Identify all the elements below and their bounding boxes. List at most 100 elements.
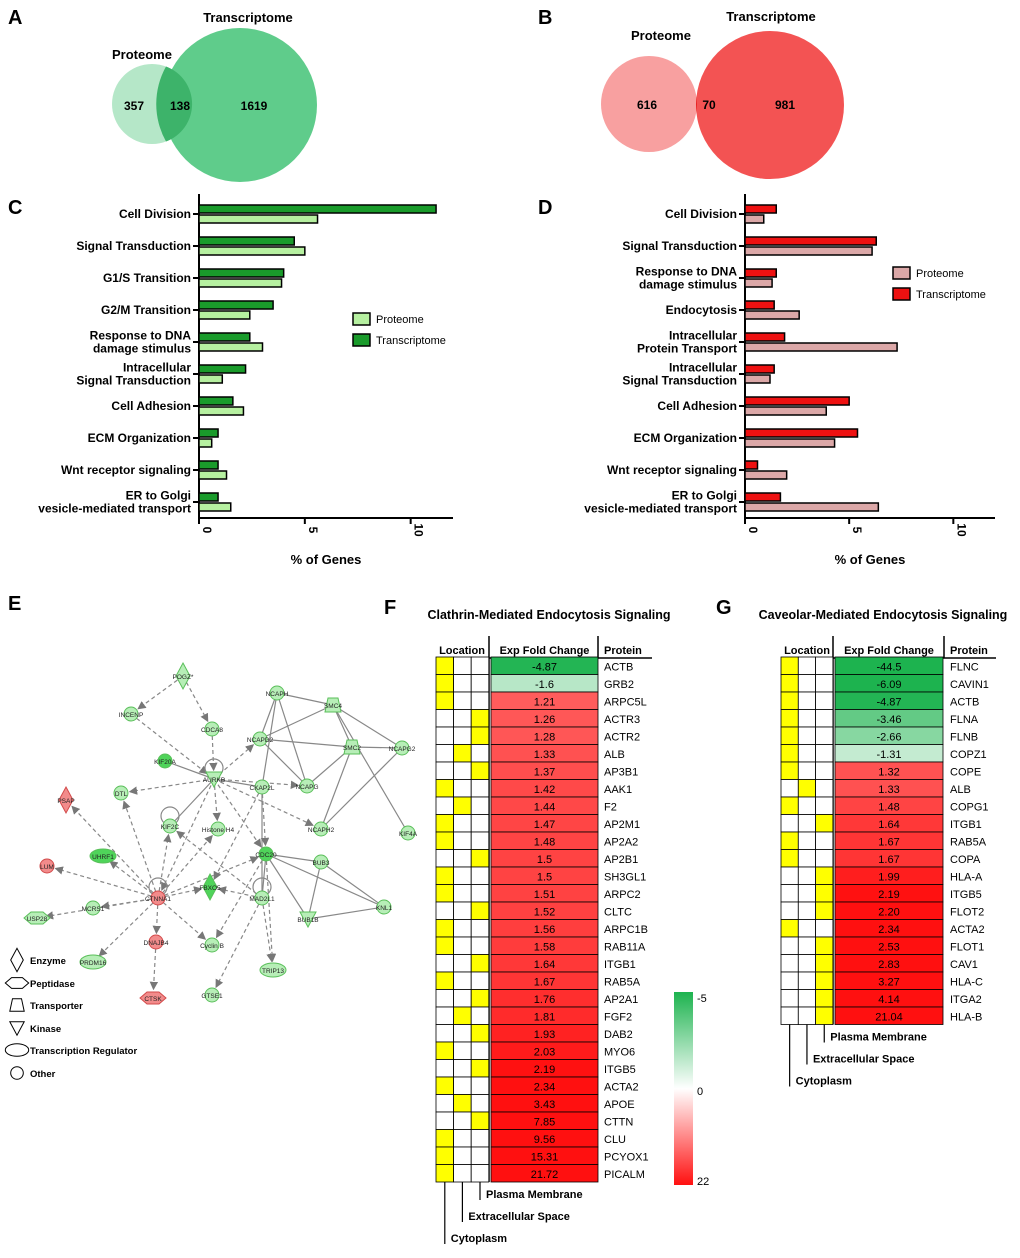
fold-value: 2.20 <box>878 907 899 919</box>
bar-transcriptome <box>198 236 295 246</box>
location-cell <box>435 849 455 868</box>
location-cell <box>470 709 490 728</box>
location-cell <box>453 884 472 903</box>
legend-label: Proteome <box>916 268 964 280</box>
location-cell <box>797 814 816 833</box>
protein-name: FGF2 <box>604 1012 632 1024</box>
protein-name: CAV1 <box>950 959 978 971</box>
network-edge-dashed <box>130 713 208 775</box>
legend-shape-enzyme <box>10 947 24 973</box>
location-cell <box>797 691 816 710</box>
panel-f: F Clathrin-Mediated Endocytosis Signalin… <box>384 597 709 1245</box>
location-cell <box>435 901 455 920</box>
location-cell <box>453 761 472 780</box>
location-cell <box>453 814 472 833</box>
header-fold-change: Exp Fold Change <box>500 645 590 657</box>
category-label: Signal Transduction <box>622 374 737 388</box>
network-node-label: NCAPH2 <box>308 827 335 834</box>
location-cell <box>453 1041 472 1060</box>
category-label: ER to Golgi <box>126 489 191 503</box>
bar-transcriptome <box>744 428 859 438</box>
network-edge <box>307 861 322 920</box>
location-cell <box>815 936 834 955</box>
location-cell <box>470 1006 490 1025</box>
network-node-label: BUB1B <box>297 917 318 924</box>
location-cell <box>453 919 472 938</box>
protein-name: SH3GL1 <box>604 872 646 884</box>
protein-name: AP2A1 <box>604 994 638 1006</box>
panel-letter-a: A <box>8 7 22 29</box>
protein-name: ACTA2 <box>950 924 985 936</box>
heatmap-g: Caveolar-Mediated Endocytosis Signaling L… <box>759 608 1008 1088</box>
location-cell <box>470 1094 490 1113</box>
fold-value: 1.5 <box>537 872 552 884</box>
location-cell <box>435 1041 455 1060</box>
protein-name: AAK1 <box>604 784 632 796</box>
bar-proteome <box>198 246 306 256</box>
fold-value: 1.21 <box>534 697 555 709</box>
location-cell <box>797 674 816 693</box>
bar-proteome <box>198 406 245 416</box>
network-legend-label: Peptidase <box>30 979 75 990</box>
panel-b: B Proteome Transcriptome 616 70 981 <box>538 7 844 179</box>
bar-transcriptome <box>198 396 234 406</box>
location-cell <box>780 761 799 780</box>
bar-proteome <box>744 374 771 384</box>
network-node-histoneh4 <box>210 821 226 837</box>
protein-name: FLNA <box>950 714 979 726</box>
bar-proteome <box>744 246 873 256</box>
location-cell <box>453 1024 472 1043</box>
protein-name: COPE <box>950 767 981 779</box>
x-axis-label: % of Genes <box>291 552 362 567</box>
network-node-ctnna1 <box>150 890 166 906</box>
location-cell <box>435 919 455 938</box>
protein-name: PICALM <box>604 1169 645 1181</box>
category-label: Protein Transport <box>637 342 737 356</box>
protein-name: ARPC5L <box>604 697 647 709</box>
fold-value: 1.28 <box>534 732 555 744</box>
location-cell <box>815 954 834 973</box>
network-node-cyclinb <box>204 937 220 953</box>
category-label: damage stimulus <box>93 342 191 356</box>
location-cell <box>797 761 816 780</box>
network-node-smc4 <box>324 697 342 713</box>
fold-value: 1.93 <box>534 1029 555 1041</box>
bar-proteome <box>744 470 788 480</box>
location-cell <box>470 814 490 833</box>
bar-proteome <box>744 502 880 512</box>
network-node-incenp <box>123 706 139 722</box>
location-cell <box>435 779 455 798</box>
network-edge <box>320 861 385 908</box>
network-edge <box>332 704 409 834</box>
network-node-kif20a <box>157 753 173 769</box>
location-cell <box>453 656 472 675</box>
location-cell <box>453 901 472 920</box>
fold-value: 1.76 <box>534 994 555 1006</box>
location-cell <box>470 866 490 885</box>
network-legend-label: Transporter <box>30 1001 83 1012</box>
panel-letter-f: F <box>384 597 396 619</box>
location-cell <box>435 989 455 1008</box>
bar-proteome <box>744 214 765 224</box>
bar-transcriptome <box>198 332 251 342</box>
location-cell <box>435 1094 455 1113</box>
location-cell <box>780 709 799 728</box>
fold-value: 2.53 <box>878 942 899 954</box>
network-edge <box>259 704 334 740</box>
location-legend-label: Cytoplasm <box>451 1233 507 1245</box>
panel-letter-e: E <box>8 593 21 615</box>
bar-proteome <box>744 278 773 288</box>
network-node-label: SMC4 <box>324 703 342 710</box>
network-legend-label: Enzyme <box>30 956 66 967</box>
location-cell <box>780 726 799 745</box>
bar-transcriptome <box>744 460 759 470</box>
network-edge-dashed <box>71 805 159 899</box>
network-edge-dashed <box>260 786 270 847</box>
category-label: Signal Transduction <box>76 239 191 253</box>
network-edge-dashed <box>122 800 159 899</box>
network-node-ncapg <box>299 778 315 794</box>
location-cell <box>453 691 472 710</box>
location-cell <box>797 831 816 850</box>
location-cell <box>470 1111 490 1130</box>
protein-name: ACTR2 <box>604 732 640 744</box>
